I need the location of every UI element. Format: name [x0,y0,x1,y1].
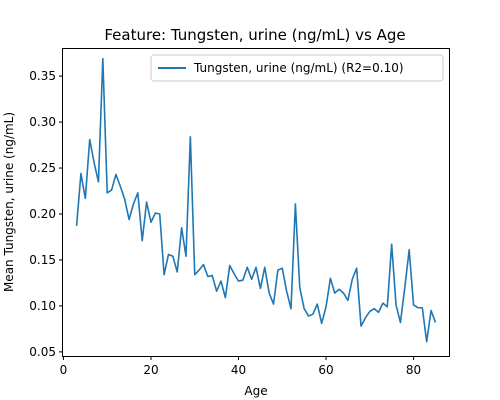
x-tick-label: 40 [231,363,246,377]
y-tick-label: 0.05 [29,345,56,359]
legend-box [150,54,444,82]
chart-title: Feature: Tungsten, urine (ng/mL) vs Age [104,26,405,44]
y-tick-label: 0.30 [29,115,56,129]
x-tick-label: 60 [318,363,333,377]
y-tick-label: 0.15 [29,253,56,267]
axis-ticks: 0 20 40 60 80 0.05 0.10 0.15 0.20 0.25 0.30 0.35 [29,69,421,377]
x-axis-label: Age [244,384,267,398]
y-tick-label: 0.10 [29,299,56,313]
y-tick-label: 0.20 [29,207,56,221]
plot-area [75,57,437,343]
y-tick-label: 0.35 [29,69,56,83]
y-axis-label: Mean Tungsten, urine (ng/mL) [2,112,16,292]
series-line [75,57,437,343]
x-tick-label: 80 [406,363,421,377]
x-tick-label: 20 [143,363,158,377]
legend-label: Tungsten, urine (ng/mL) (R2=0.10) [193,61,404,75]
y-tick-label: 0.25 [29,161,56,175]
x-tick-label: 0 [60,363,68,377]
legend: Tungsten, urine (ng/mL) (R2=0.10) [150,54,444,82]
plot-frame [62,48,450,357]
